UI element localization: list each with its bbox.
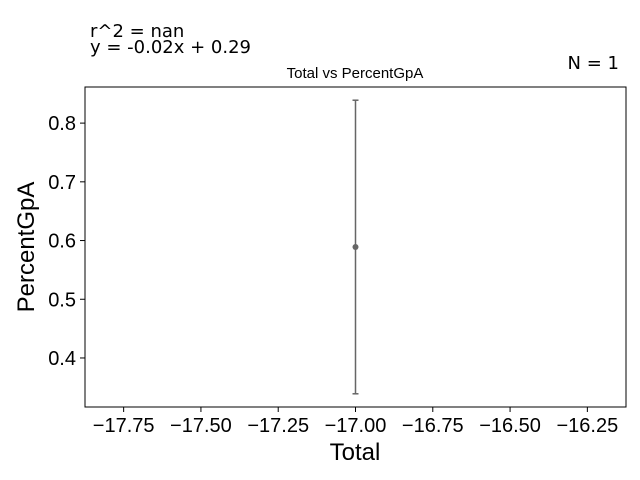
y-axis: 0.4 0.5 0.6 0.7 0.8 bbox=[48, 113, 85, 370]
x-tick-label: −17.50 bbox=[170, 415, 232, 437]
x-axis-label: Total bbox=[330, 439, 381, 466]
plot-area bbox=[352, 99, 359, 395]
x-axis: −17.75 −17.50 −17.25 −17.00 −16.75 −16.50 −16.… bbox=[93, 407, 618, 437]
x-tick-label: −16.50 bbox=[479, 415, 541, 437]
regression-equation: y = -0.02x + 0.29 bbox=[90, 37, 251, 58]
x-tick-label: −16.75 bbox=[402, 415, 464, 437]
y-tick-label: 0.6 bbox=[48, 231, 76, 253]
x-tick-label: −17.25 bbox=[247, 415, 309, 437]
y-tick-label: 0.5 bbox=[48, 289, 76, 311]
r-squared-annotation: r^2 = nan bbox=[90, 21, 184, 42]
y-axis-label: PercentGpA bbox=[13, 182, 40, 313]
x-tick-label: −16.25 bbox=[556, 415, 618, 437]
y-tick-label: 0.4 bbox=[48, 348, 76, 370]
y-tick-label: 0.8 bbox=[48, 113, 76, 135]
chart-title: Total vs PercentGpA bbox=[287, 65, 424, 82]
data-point bbox=[352, 244, 359, 250]
sample-size-annotation: N = 1 bbox=[568, 53, 619, 74]
x-tick-label: −17.00 bbox=[325, 415, 387, 437]
x-tick-label: −17.75 bbox=[93, 415, 155, 437]
y-tick-label: 0.7 bbox=[48, 172, 76, 194]
